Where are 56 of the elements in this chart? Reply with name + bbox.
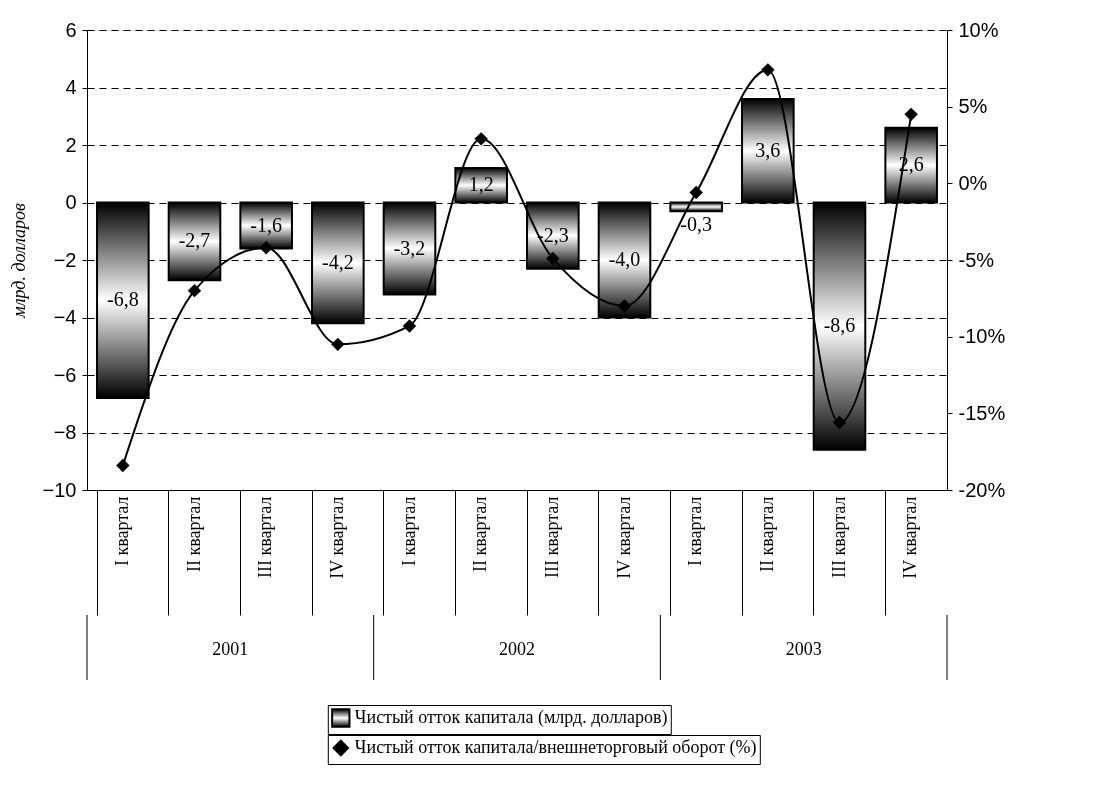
data-label: -2,7 <box>178 229 211 252</box>
data-label: -1,6 <box>250 213 282 236</box>
data-label: -6,8 <box>107 288 139 311</box>
data-label: -3,2 <box>393 236 426 259</box>
x-tick-label: II квартал <box>756 496 777 572</box>
text: 2002 <box>499 639 535 659</box>
point <box>689 185 703 200</box>
x-tick-label: III квартал <box>255 496 276 578</box>
point <box>331 337 345 352</box>
x-tick-label: I квартал <box>111 496 132 566</box>
x-tick-label: IV квартал <box>326 496 347 579</box>
x-tick-label: II квартал <box>470 496 491 572</box>
point <box>402 319 417 333</box>
y2-tick-label: -10% <box>958 325 1006 348</box>
x-tick-label: III квартал <box>541 496 562 578</box>
y-tick-label: −2 <box>53 248 77 271</box>
point <box>474 132 488 146</box>
y-tick-label: −10 <box>42 478 77 501</box>
point <box>832 415 847 430</box>
x-tick-label: I квартал <box>685 496 706 566</box>
point <box>546 251 560 266</box>
point <box>259 241 273 255</box>
x-tick-label: IV квартал <box>900 496 921 579</box>
data-label: -4,0 <box>608 248 641 270</box>
y2-tick-label: -20% <box>958 478 1006 501</box>
x-tick-label: III квартал <box>828 496 849 578</box>
point <box>761 63 775 77</box>
data-label: 3,6 <box>755 138 781 161</box>
point <box>116 458 130 473</box>
y-tick-label: 6 <box>65 18 77 41</box>
y2-tick-label: 5% <box>958 95 988 118</box>
y-tick-label: −4 <box>53 306 77 328</box>
data-label: -0,3 <box>680 213 712 236</box>
y2-tick-label: -15% <box>958 401 1006 424</box>
point <box>617 299 632 313</box>
y-tick-label: 0 <box>65 191 77 213</box>
text: 2003 <box>785 639 822 659</box>
y2-tick-label: 0% <box>958 171 988 194</box>
y2-tick-label: 10% <box>958 18 999 41</box>
x-tick-label: IV квартал <box>613 496 634 579</box>
legend-label: Чистый отток капитала (млрд. долларов) <box>354 707 668 728</box>
y2-tick-label: -5% <box>958 248 995 271</box>
legend-label: Чистый отток капитала/внешнеторговый оборот (%) <box>354 737 757 758</box>
data-label: 1,2 <box>468 173 494 196</box>
y-tick-label: −6 <box>53 363 77 386</box>
y-tick-label: −8 <box>53 421 77 443</box>
y-axis-title: млрд. долларов <box>8 203 29 319</box>
point <box>187 283 202 298</box>
x-tick-label: I квартал <box>398 496 419 566</box>
y-tick-label: 4 <box>65 76 77 98</box>
point <box>904 107 918 122</box>
x-tick-label: II квартал <box>183 496 204 572</box>
text: 2001 <box>212 639 249 659</box>
data-label: -8,6 <box>823 314 856 337</box>
data-label: -4,2 <box>322 250 354 273</box>
y-tick-label: 2 <box>65 133 77 156</box>
